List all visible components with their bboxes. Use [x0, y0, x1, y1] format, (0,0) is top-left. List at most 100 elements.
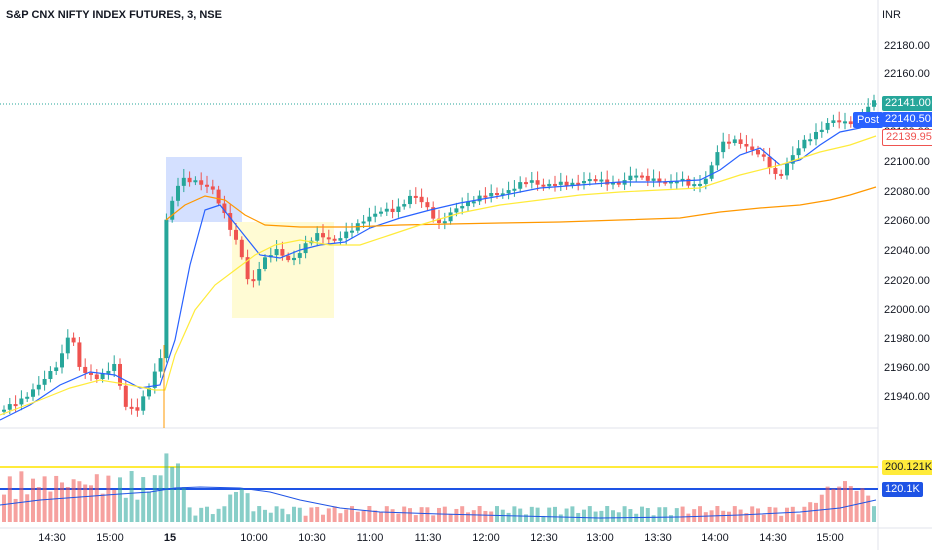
time-tick-label: 11:30 [414, 532, 442, 544]
candle-body [234, 229, 238, 240]
time-tick-label: 10:30 [298, 532, 326, 544]
volume-bar [582, 509, 586, 522]
volume-bar [135, 499, 140, 522]
candle-body [205, 184, 209, 187]
volume-bar [756, 508, 760, 522]
time-tick-label: 12:00 [472, 532, 500, 544]
candle-body [315, 233, 320, 241]
volume-bar [674, 508, 679, 522]
volume-bar [170, 466, 175, 522]
volume-bar [593, 511, 598, 522]
volume-bar [854, 490, 859, 522]
candle-body [257, 269, 262, 281]
candle-body [7, 404, 12, 410]
volume-bar [761, 514, 766, 522]
candle-body [553, 183, 557, 186]
candle-body [454, 208, 459, 213]
candle-body [761, 154, 766, 157]
volume-bar [448, 513, 453, 522]
volume-bar [141, 477, 146, 522]
candle-body [251, 279, 256, 282]
candle-body [848, 121, 853, 125]
volume-bar [640, 506, 644, 522]
volume-bar [350, 506, 354, 522]
volume-bar [437, 507, 441, 522]
volume-bar [431, 515, 436, 522]
volume-bar [251, 511, 256, 522]
post-market-label: Post [853, 112, 884, 128]
symbol-title[interactable]: S&P CNX NIFTY INDEX FUTURES, 3, NSE [6, 9, 222, 21]
candle-body [297, 253, 302, 258]
volume-bar [164, 453, 169, 522]
volume-bar [657, 507, 662, 522]
candle-body [669, 181, 673, 184]
candle-body [773, 168, 778, 174]
candle-body [118, 363, 122, 386]
volume-bar [721, 510, 726, 522]
candle-body [651, 178, 656, 181]
candle-body [413, 195, 418, 198]
volume-bar [738, 509, 743, 522]
volume-bar [495, 506, 499, 522]
candle-body [471, 201, 476, 204]
candle-body [263, 257, 267, 270]
candle-body [100, 373, 105, 380]
candle-body [628, 175, 633, 181]
candle-body [814, 131, 818, 140]
candle-body [715, 152, 720, 166]
volume-bar [408, 508, 412, 522]
candle-body [216, 189, 221, 204]
candle-body [634, 175, 639, 178]
candle-body [663, 181, 668, 184]
volume-bar [123, 497, 128, 522]
candle-body [674, 181, 679, 184]
candle-body [402, 204, 407, 207]
candle-body [802, 139, 807, 149]
volume-bar [529, 506, 534, 522]
volume-bar [274, 506, 279, 522]
volume-bar [837, 486, 842, 522]
candle-body [181, 177, 186, 186]
volume-bar [326, 508, 331, 522]
candle-body [332, 238, 337, 241]
volume-bar [373, 510, 378, 522]
candle-body [176, 185, 180, 201]
volume-bar [843, 481, 847, 522]
volume-bar [686, 513, 691, 522]
candle-body [872, 100, 876, 107]
volume-bar [419, 507, 424, 522]
candle-body [796, 148, 801, 156]
volume-bar [541, 515, 546, 522]
candle-body [547, 183, 552, 187]
volume-bar [89, 485, 93, 522]
candle-body [431, 207, 436, 219]
volume-bar [48, 491, 53, 522]
candle-body [460, 206, 465, 209]
price-tick-label: 21960.00 [884, 362, 930, 374]
volume-bar [524, 514, 528, 522]
volume-bar [303, 515, 308, 522]
time-tick-label: 10:00 [240, 532, 268, 544]
time-tick-label: 13:30 [644, 532, 672, 544]
volume-bar [715, 506, 720, 522]
volume-bar [866, 495, 871, 522]
candle-body [60, 353, 64, 368]
candle-body [350, 230, 354, 233]
volume-bar [83, 484, 88, 522]
candle-body [831, 120, 836, 123]
volume-bar [547, 507, 552, 522]
volume-bar [205, 506, 209, 522]
volume-bar [25, 494, 30, 522]
volume-bar [825, 486, 830, 522]
volume-bar [698, 506, 702, 522]
time-tick-label: 12:30 [530, 532, 558, 544]
candle-body [379, 211, 383, 214]
volume-bar [129, 471, 134, 522]
candle-body [819, 129, 824, 132]
candle-body [210, 186, 215, 190]
volume-bar [779, 515, 784, 522]
candle-body [448, 212, 453, 222]
volume-bar [802, 506, 807, 522]
currency-label[interactable]: INR [882, 9, 901, 21]
